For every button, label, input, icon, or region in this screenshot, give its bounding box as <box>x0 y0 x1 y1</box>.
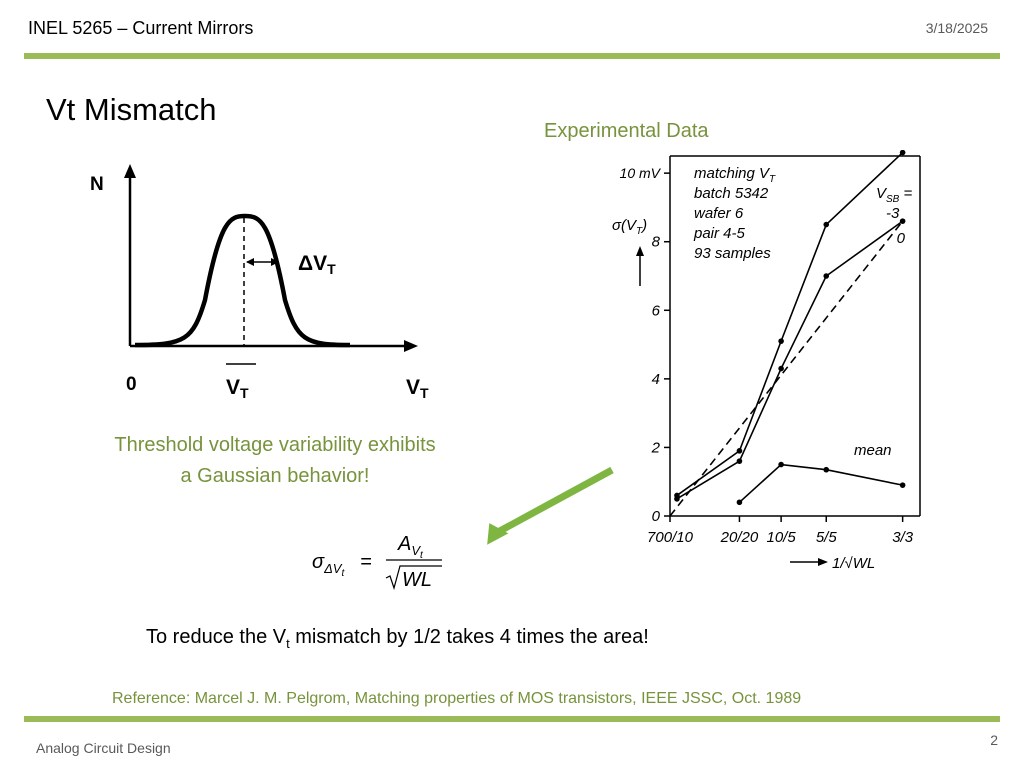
slide-title: Vt Mismatch <box>46 92 217 127</box>
y-tick-label: 6 <box>652 302 661 319</box>
delta-vt-label: ΔVT <box>298 252 336 277</box>
chart-annotation: matching VT batch 5342 wafer 6 pair 4-5 … <box>693 165 776 262</box>
gaussian-distribution-figure: N 0 VT VT ΔVT <box>90 164 429 401</box>
annotation-line-2: batch 5342 <box>694 185 769 202</box>
annotation-line-3: wafer 6 <box>694 205 744 222</box>
data-point <box>736 448 743 454</box>
data-point <box>823 273 830 279</box>
y-axis-arrow-icon <box>124 164 136 178</box>
data-point <box>674 496 680 502</box>
formula-denominator: WL <box>402 569 432 591</box>
series-line <box>669 220 904 517</box>
series-label: mean <box>854 442 892 459</box>
experimental-data-chart: matching VT batch 5342 wafer 6 pair 4-5 … <box>612 150 921 572</box>
reduce-statement: To reduce the Vt mismatch by 1/2 takes 4… <box>146 626 649 651</box>
series-line <box>738 463 903 503</box>
annotation-line-1: matching VT <box>694 165 776 185</box>
y-tick-label: 0 <box>652 508 661 525</box>
reduce-text-pre: To reduce the V <box>146 626 287 648</box>
chart-x-label: 1/√WL <box>832 555 875 572</box>
origin-label: 0 <box>126 374 137 395</box>
y-up-arrow-icon <box>636 246 644 256</box>
y-tick-label: 4 <box>652 371 660 388</box>
series-label: -3 <box>886 205 900 222</box>
data-point <box>823 466 830 473</box>
slide-date: 3/18/2025 <box>925 20 988 36</box>
header-divider <box>24 53 1000 59</box>
mean-label: VT <box>226 376 249 401</box>
x-axis-arrow-icon <box>404 340 418 352</box>
y-tick-label: 8 <box>652 234 661 251</box>
data-point <box>736 458 743 464</box>
annotation-line-4: pair 4-5 <box>693 225 746 242</box>
gaussian-caption: Threshold voltage variability exhibits a… <box>60 430 490 492</box>
delta-arrow-left-icon <box>246 258 254 266</box>
x-right-arrow-icon <box>818 558 828 566</box>
x-tick-label: 10/5 <box>767 529 797 546</box>
formula-equals: = <box>360 551 372 573</box>
delta-arrow-right-icon <box>271 258 279 266</box>
data-point <box>778 365 784 372</box>
gaussian-curve <box>134 213 351 348</box>
reference-text: Reference: Marcel J. M. Pelgrom, Matchin… <box>112 690 802 707</box>
y-tick-label-unit: 10 mV <box>620 165 662 181</box>
green-arrow-head-icon <box>487 523 509 545</box>
reduce-text-sub: t <box>286 636 290 651</box>
chart-y-label: σ(VT) <box>612 217 647 237</box>
course-title: INEL 5265 – Current Mirrors <box>28 18 254 38</box>
reduce-text-post: mismatch by 1/2 takes 4 times the area! <box>289 626 649 648</box>
data-point <box>778 338 784 344</box>
green-arrow-shaft <box>496 466 614 536</box>
mismatch-formula: σΔVt = AVt WL <box>312 533 442 591</box>
caption-line-1: Threshold voltage variability exhibits <box>114 434 436 456</box>
data-point <box>736 499 743 506</box>
footer-text: Analog Circuit Design <box>36 740 171 756</box>
vsb-label: VSB = <box>876 185 913 205</box>
data-point <box>899 218 906 224</box>
annotation-line-5: 93 samples <box>694 245 771 262</box>
data-point <box>823 221 830 228</box>
series-label: 0 <box>897 230 906 247</box>
sqrt-sign-icon <box>385 565 442 591</box>
caption-line-2: a Gaussian behavior! <box>180 465 370 487</box>
x-tick-label: 20/20 <box>720 529 759 546</box>
data-point <box>899 482 906 488</box>
data-point <box>778 461 784 468</box>
x-tick-label: 3/3 <box>892 529 914 546</box>
experimental-data-label: Experimental Data <box>544 120 709 142</box>
formula-numerator: AVt <box>397 533 424 561</box>
x-axis-label: VT <box>406 376 429 401</box>
formula-lhs: σΔVt <box>312 551 345 579</box>
x-tick-label: 700/10 <box>647 529 694 546</box>
x-tick-label: 5/5 <box>816 529 838 546</box>
footer-divider <box>24 716 1000 722</box>
page-number: 2 <box>990 732 998 748</box>
y-tick-label: 2 <box>651 439 661 456</box>
y-axis-label: N <box>90 174 104 195</box>
green-pointer-arrow <box>487 466 614 545</box>
data-point <box>899 150 906 156</box>
